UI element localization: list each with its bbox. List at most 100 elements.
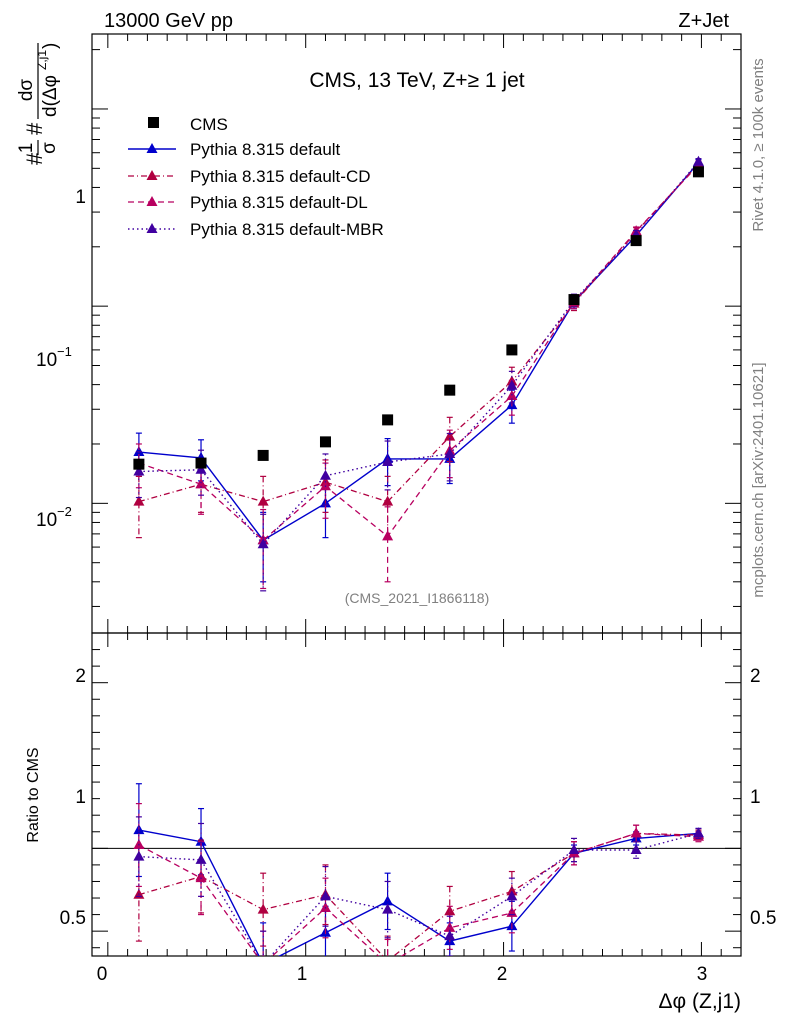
cms-point [630, 235, 642, 247]
legend-marker-cd [146, 170, 158, 180]
main-series-line [138, 164, 699, 542]
ratio-point [692, 827, 704, 838]
cms-point [692, 166, 704, 178]
header-right-label: Z+Jet [678, 10, 729, 32]
ylabel-close: ) [40, 43, 61, 49]
ratio-ytick-label-2-right: 2 [750, 666, 761, 687]
chart-title: CMS, 13 TeV, Z+≥ 1 jet [309, 69, 524, 92]
ratio-point [444, 930, 456, 941]
ratio-ytick-label-0.5: 0.5 [60, 908, 86, 929]
main-point [319, 480, 331, 491]
ratio-ytick-label-0.5-right: 0.5 [750, 908, 776, 929]
cms-point [133, 458, 145, 470]
ratio-point [506, 906, 518, 917]
ratio-point [630, 843, 642, 854]
main-point [382, 456, 394, 467]
ratio-point [387, 954, 389, 956]
legend-label-mbr: Pythia 8.315 default-MBR [190, 220, 384, 239]
ylabel-frac-top: 1 [16, 143, 37, 154]
cms-point [444, 384, 456, 396]
x-axis-label: Δφ (Z,j1) [659, 990, 741, 1013]
ratio-point [319, 901, 331, 912]
main-series-line [138, 161, 699, 546]
main-y-axis-label: # 1 σ # dσ d(Δφ Z,j1 ) [16, 43, 61, 165]
legend-label-cd: Pythia 8.315 default-CD [190, 167, 371, 186]
ratio-point [195, 872, 207, 883]
ytick-label-1: 1 [75, 187, 86, 208]
ratio-point [568, 843, 580, 854]
main-point [506, 379, 518, 390]
cms-point [568, 294, 580, 306]
ytick-label-10e-2-base: 10 [36, 510, 57, 531]
ratio-y-axis-label: Ratio to CMS [25, 747, 42, 842]
ratio-point [382, 958, 393, 968]
ratio-point [319, 890, 331, 901]
ratio-point [195, 853, 207, 864]
ratio-point [630, 827, 642, 838]
ytick-label-10e-2: 10 −2 [36, 504, 72, 531]
rivet-version-label: Rivet 4.1.0, ≥ 100k events [750, 58, 767, 231]
ratio-series-line [138, 832, 699, 956]
cms-point [257, 449, 269, 461]
main-axis-ticks [92, 34, 741, 633]
ratio-point [257, 903, 269, 914]
ratio-series-line [138, 829, 699, 956]
xtick-label-2: 2 [497, 964, 508, 985]
ratio-panel-frame [91, 632, 742, 957]
legend-marker-dl [146, 196, 158, 206]
cms-point [382, 414, 394, 426]
ratio-data-layer [133, 783, 704, 968]
ratio-point [506, 890, 518, 901]
main-point [133, 495, 145, 506]
ytick-label-10e-2-exp: −2 [57, 504, 72, 519]
ratio-series-2 [133, 824, 704, 956]
main-point [257, 538, 269, 549]
ratio-ytick-label-1: 1 [75, 787, 86, 808]
main-point [257, 495, 269, 506]
main-series-4 [133, 155, 704, 592]
ratio-series-line [138, 832, 699, 956]
legend-marker-default [146, 143, 158, 153]
main-series-line [138, 163, 699, 503]
main-data-layer [133, 155, 704, 592]
ratio-point [258, 958, 269, 968]
ytick-label-10e-1-base: 10 [36, 350, 57, 371]
ylabel-sup: Z,j1 [35, 50, 49, 70]
ratio-point [444, 921, 456, 932]
ratio-ytick-label-2: 2 [75, 666, 86, 687]
ratio-point [258, 958, 269, 968]
ylabel-hash-2: # [22, 122, 47, 135]
ratio-series-line [138, 832, 699, 956]
ratio-point [258, 958, 269, 968]
main-series-cms [133, 166, 704, 470]
legend-label-cms: CMS [190, 115, 228, 134]
legend-marker-cms [148, 117, 159, 128]
ratio-series-4 [133, 816, 704, 968]
ratio-point [382, 903, 394, 914]
main-point [382, 495, 394, 506]
mcplots-label: mcplots.cern.ch [arXiv:2401.10621] [750, 362, 767, 597]
ylabel-frac-bot: σ [39, 142, 60, 154]
ratio-series-3 [133, 803, 704, 968]
main-point [195, 463, 207, 474]
ylabel-hash-1: # [22, 152, 47, 165]
ytick-label-10e-1: 10 −1 [36, 344, 72, 371]
header-left-label: 13000 GeV pp [104, 10, 233, 32]
main-point [692, 155, 704, 166]
ytick-label-10e-1-exp: −1 [57, 344, 72, 359]
legend-label-default: Pythia 8.315 default [190, 140, 341, 159]
ratio-axis-ticks [92, 632, 741, 956]
main-point [444, 447, 456, 458]
main-point [195, 478, 207, 489]
xtick-label-0: 0 [97, 964, 108, 985]
ratio-ytick-label-1-right: 1 [750, 787, 761, 808]
legend: CMS Pythia 8.315 default Pythia 8.315 de… [128, 115, 384, 239]
xtick-label-3: 3 [697, 964, 708, 985]
cms-point [319, 436, 331, 448]
cms-point [195, 457, 207, 469]
analysis-watermark: (CMS_2021_I1866118) [345, 590, 490, 606]
main-point [382, 530, 394, 541]
main-series-line [138, 162, 699, 542]
ylabel-dphi: d(Δφ [40, 75, 61, 117]
